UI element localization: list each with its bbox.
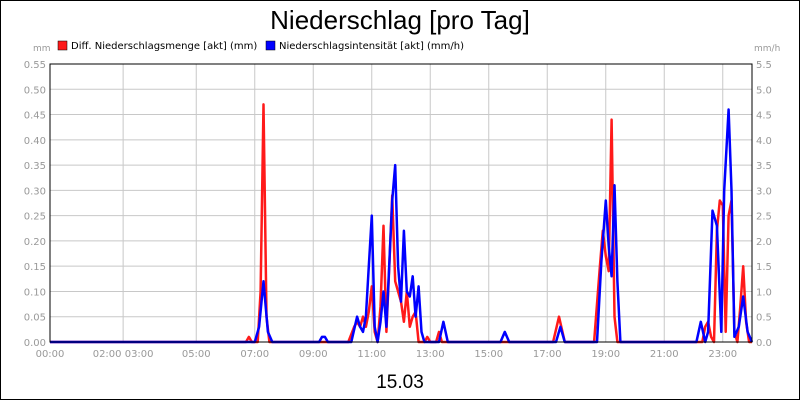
y-tick-label-left: 0.30 xyxy=(24,186,46,197)
legend-label-amount: Diff. Niederschlagsmenge [akt] (mm) xyxy=(71,41,257,52)
y-axis-left-ticks: 0.00 0.05 0.10 0.15 0.20 0.25 0.30 0.35 0.40 0.45… xyxy=(24,60,46,349)
x-tick-label: 05:00 xyxy=(182,349,211,360)
x-tick-label: 00:00 xyxy=(36,349,65,360)
y-axis-right-ticks: 0.0 0.5 1.0 1.5 2.0 2.5 3.0 3.5 4.0 4.5 5.0 5.5 xyxy=(756,60,772,349)
date-label: 15.03 xyxy=(376,372,424,393)
y-tick-label-left: 0.25 xyxy=(24,212,46,223)
x-tick-label: 23:00 xyxy=(708,349,737,360)
series-lines xyxy=(50,103,754,344)
y-tick-label-left: 0.00 xyxy=(24,338,46,349)
x-tick-label: 17:00 xyxy=(533,349,562,360)
x-tick-label: 09:00 xyxy=(299,349,328,360)
legend-swatch-blue xyxy=(265,40,276,51)
plot-frame xyxy=(49,63,753,343)
y-tick-label-right: 2.5 xyxy=(756,212,772,223)
y-tick-label-left: 0.05 xyxy=(24,313,46,324)
y-tick-label-right: 0.5 xyxy=(756,313,772,324)
legend: Diff. Niederschlagsmenge [akt] (mm) Nied… xyxy=(57,40,464,52)
y-tick-label-right: 4.0 xyxy=(756,136,772,147)
y-tick-label-right: 2.0 xyxy=(756,237,772,248)
y-tick-label-right: 5.5 xyxy=(756,60,772,71)
y-tick-label-left: 0.35 xyxy=(24,161,46,172)
y-tick-label-right: 4.5 xyxy=(756,111,772,122)
y-tick-label-left: 0.10 xyxy=(24,287,46,298)
x-tick-label: 02:00 03:00 xyxy=(93,349,154,360)
x-tick-label: 19:00 xyxy=(591,349,620,360)
y-tick-label-right: 1.5 xyxy=(756,262,772,273)
x-tick-label: 15:00 xyxy=(474,349,503,360)
y-unit-right: mm/h xyxy=(754,44,780,54)
y-tick-label-right: 5.0 xyxy=(756,85,772,96)
y-tick-label-left: 0.20 xyxy=(24,237,46,248)
y-tick-label-right: 0.0 xyxy=(756,338,772,349)
legend-label-intensity: Niederschlagsintensität [akt] (mm/h) xyxy=(279,41,464,52)
y-tick-label-left: 0.40 xyxy=(24,136,46,147)
x-tick-label: 21:00 xyxy=(650,349,679,360)
x-axis-ticks: 00:00 02:00 03:00 05:00 07:00 09:00 11:00 13:0… xyxy=(36,349,738,360)
y-tick-label-right: 1.0 xyxy=(756,287,772,298)
y-tick-label-right: 3.0 xyxy=(756,186,772,197)
x-tick-label: 13:00 xyxy=(416,349,445,360)
y-tick-label-left: 0.50 xyxy=(24,85,46,96)
y-tick-label-left: 0.55 xyxy=(24,60,46,71)
legend-swatch-red xyxy=(57,40,68,51)
y-tick-label-left: 0.15 xyxy=(24,262,46,273)
y-tick-label-left: 0.45 xyxy=(24,111,46,122)
y-tick-label-right: 3.5 xyxy=(756,161,772,172)
series-line-intensity xyxy=(50,108,754,344)
chart-title: Niederschlag [pro Tag] xyxy=(270,5,530,35)
y-unit-left: mm xyxy=(33,44,51,54)
x-tick-label: 07:00 xyxy=(240,349,269,360)
x-tick-label: 11:00 xyxy=(357,349,386,360)
